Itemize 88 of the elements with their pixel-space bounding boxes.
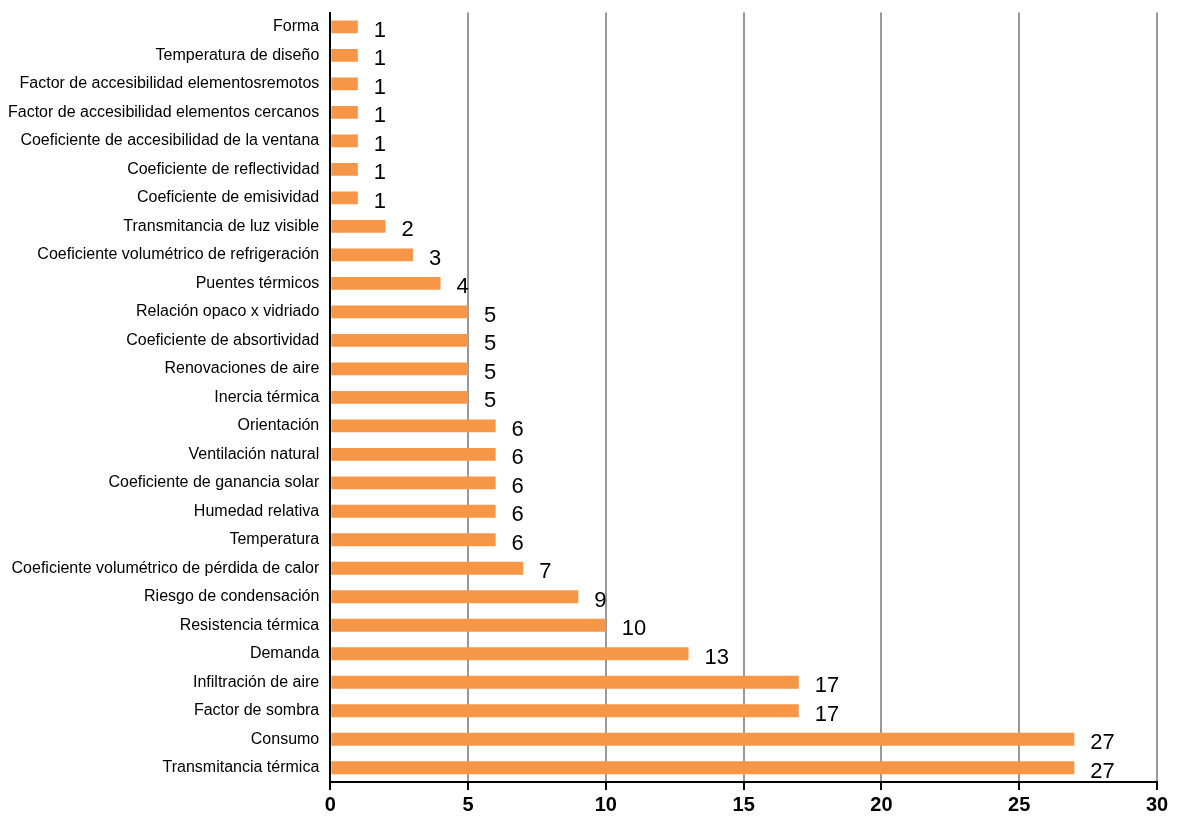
data-label: 4 <box>456 273 469 299</box>
data-label: 1 <box>373 187 387 213</box>
y-tick-label: Coeficiente de absortividad <box>126 330 320 348</box>
bar <box>331 276 441 290</box>
data-label: 1 <box>373 16 387 42</box>
data-label: 1 <box>373 73 387 99</box>
bar <box>331 390 469 404</box>
y-tick-label: Consumo <box>250 729 320 747</box>
bar <box>331 504 496 518</box>
data-label: 6 <box>511 529 524 555</box>
data-label: 9 <box>594 586 607 612</box>
data-label: 3 <box>428 244 442 270</box>
y-tick-label: Coeficiente de accesibilidad de la ventana <box>20 131 320 149</box>
bar <box>331 476 496 490</box>
bar <box>331 704 799 718</box>
data-label: 17 <box>814 672 840 698</box>
bar <box>331 191 358 205</box>
bar <box>331 77 358 91</box>
x-tick-label: 0 <box>324 792 336 815</box>
data-label: 6 <box>511 472 524 498</box>
bar <box>331 561 524 575</box>
y-tick-label: Coeficiente de emisividad <box>136 188 320 206</box>
y-tick-label: Coeficiente de reflectividad <box>127 159 320 177</box>
bar <box>331 447 496 461</box>
bar <box>331 419 496 433</box>
x-tick-label: 10 <box>594 792 617 815</box>
y-tick-label: Demanda <box>249 644 320 662</box>
y-tick-label: Factor de accesibilidad elementos cercanos <box>7 102 320 120</box>
bar <box>331 761 1075 775</box>
y-tick-label: Orientación <box>237 416 320 434</box>
y-tick-label: Temperatura de diseño <box>155 45 320 63</box>
bar <box>331 732 1075 746</box>
data-label: 1 <box>373 130 387 156</box>
y-tick-label: Relación opaco x vidriado <box>136 302 320 320</box>
data-label: 5 <box>484 358 497 384</box>
bar <box>331 305 469 319</box>
bar <box>331 362 469 376</box>
x-tick-label: 25 <box>1008 792 1031 815</box>
y-tick-label: Infiltración de aire <box>192 672 320 690</box>
bar <box>331 590 579 604</box>
data-label: 6 <box>511 501 524 527</box>
data-label: 6 <box>511 444 524 470</box>
y-tick-label: Ventilación natural <box>188 444 320 462</box>
bar <box>331 533 496 547</box>
data-label: 1 <box>373 45 387 71</box>
data-label: 10 <box>621 615 647 641</box>
y-tick-label: Temperatura <box>229 530 320 548</box>
y-tick-label: Puentes térmicos <box>195 273 320 291</box>
bar <box>331 333 469 347</box>
y-tick-label: Inercia térmica <box>214 387 320 405</box>
x-tick-label: 30 <box>1145 792 1169 815</box>
y-tick-label: Coeficiente de ganancia solar <box>108 473 320 491</box>
data-label: 1 <box>373 159 387 185</box>
bar <box>331 647 689 661</box>
y-tick-label: Coeficiente volumétrico de refrigeración <box>37 245 320 263</box>
bar <box>331 219 386 233</box>
y-tick-label: Humedad relativa <box>193 501 320 519</box>
y-tick-label: Forma <box>273 17 320 35</box>
data-label: 5 <box>484 387 497 413</box>
data-label: 27 <box>1090 757 1115 783</box>
bar <box>331 675 799 689</box>
data-label: 13 <box>704 643 730 669</box>
bar <box>331 248 413 262</box>
x-tick-label: 20 <box>870 792 893 815</box>
y-tick-label: Coeficiente volumétrico de pérdida de calor <box>11 558 320 576</box>
data-label: 1 <box>373 102 387 128</box>
data-label: 17 <box>814 700 840 726</box>
x-tick-label: 15 <box>732 792 755 815</box>
data-label: 27 <box>1090 729 1115 755</box>
y-tick-label: Factor de sombra <box>193 701 320 719</box>
bar <box>331 20 358 34</box>
y-tick-label: Riesgo de condensación <box>144 587 320 605</box>
bar <box>331 618 606 632</box>
y-tick-label: Transmitancia térmica <box>162 758 320 776</box>
data-label: 2 <box>401 216 414 242</box>
y-tick-label: Factor de accesibilidad elementosremotos <box>19 74 320 92</box>
y-tick-label: Renovaciones de aire <box>164 359 320 377</box>
bar <box>331 162 358 176</box>
data-label: 5 <box>484 301 497 327</box>
y-tick-label: Resistencia térmica <box>179 615 320 633</box>
y-tick-label: Transmitancia de luz visible <box>123 216 320 234</box>
data-label: 6 <box>511 415 524 441</box>
data-label: 7 <box>539 558 552 584</box>
data-label: 5 <box>484 330 497 356</box>
bar <box>331 48 358 62</box>
bar <box>331 134 358 148</box>
x-tick-label: 5 <box>462 792 474 815</box>
bar <box>331 105 358 119</box>
